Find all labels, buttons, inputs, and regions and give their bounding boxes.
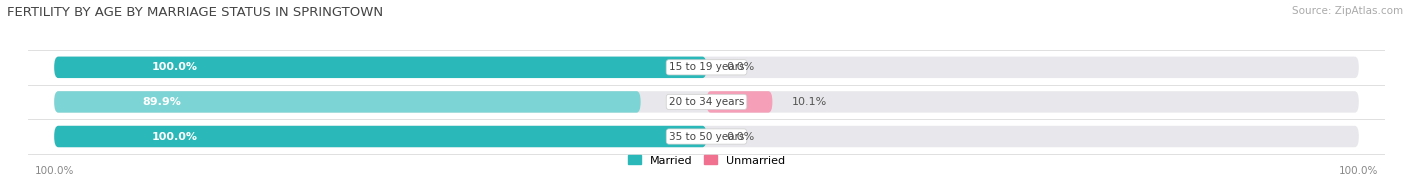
Text: 0.0%: 0.0% <box>725 132 755 142</box>
Text: 35 to 50 years: 35 to 50 years <box>669 132 744 142</box>
FancyBboxPatch shape <box>55 57 1358 78</box>
Text: 89.9%: 89.9% <box>142 97 181 107</box>
FancyBboxPatch shape <box>707 91 772 113</box>
Text: FERTILITY BY AGE BY MARRIAGE STATUS IN SPRINGTOWN: FERTILITY BY AGE BY MARRIAGE STATUS IN S… <box>7 6 384 19</box>
Text: 10.1%: 10.1% <box>792 97 827 107</box>
FancyBboxPatch shape <box>55 91 641 113</box>
FancyBboxPatch shape <box>55 126 1358 147</box>
FancyBboxPatch shape <box>55 91 1358 113</box>
Text: Source: ZipAtlas.com: Source: ZipAtlas.com <box>1292 6 1403 16</box>
Text: 20 to 34 years: 20 to 34 years <box>669 97 744 107</box>
Text: 100.0%: 100.0% <box>152 62 198 72</box>
FancyBboxPatch shape <box>55 126 707 147</box>
FancyBboxPatch shape <box>55 57 707 78</box>
Text: 0.0%: 0.0% <box>725 62 755 72</box>
Legend: Married, Unmarried: Married, Unmarried <box>623 151 790 170</box>
Text: 100.0%: 100.0% <box>152 132 198 142</box>
Text: 15 to 19 years: 15 to 19 years <box>669 62 744 72</box>
